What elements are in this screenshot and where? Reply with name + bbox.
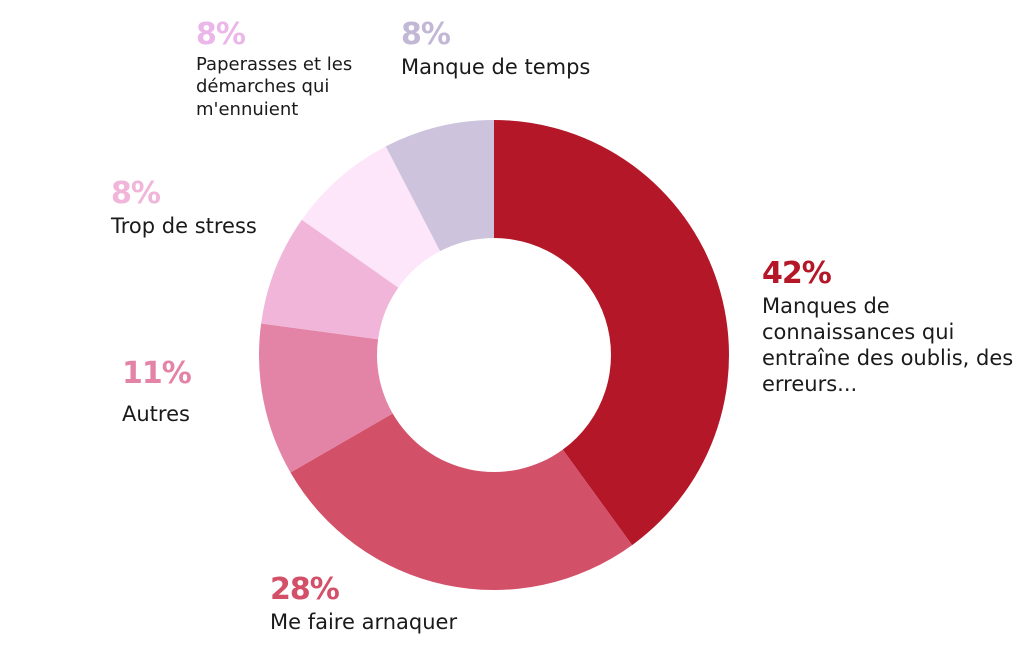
pct-stress: 8%: [111, 176, 161, 211]
text-time: Manque de temps: [401, 54, 591, 79]
donut-slice-1: [290, 413, 633, 591]
label-stress: 8% Trop de stress: [111, 175, 257, 239]
text-other: Autres: [122, 401, 190, 426]
pct-other: 11%: [122, 356, 192, 391]
label-paperwork: 8% Paperasses et les démarches qui m'enn…: [196, 16, 356, 121]
text-knowledge: Manques de connaissances qui entraîne de…: [762, 293, 1014, 397]
label-scam: 28% Me faire arnaquer: [270, 571, 457, 635]
text-paperwork: Paperasses et les démarches qui m'ennuie…: [196, 53, 353, 120]
text-stress: Trop de stress: [111, 213, 257, 238]
donut-slice-4: [301, 146, 441, 288]
label-time: 8% Manque de temps: [401, 16, 590, 80]
donut-slice-5: [385, 120, 494, 252]
pct-knowledge: 42%: [762, 256, 832, 291]
label-knowledge: 42% Manques de connaissances qui entraîn…: [762, 255, 1022, 398]
pct-paperwork: 8%: [196, 17, 246, 52]
donut-slice-3: [261, 219, 399, 340]
pct-time: 8%: [401, 17, 451, 52]
donut-slice-2: [259, 323, 393, 473]
label-other: 11% Autres: [122, 355, 192, 427]
pct-scam: 28%: [270, 572, 340, 607]
donut-slice-0: [494, 120, 729, 546]
text-scam: Me faire arnaquer: [270, 609, 458, 634]
